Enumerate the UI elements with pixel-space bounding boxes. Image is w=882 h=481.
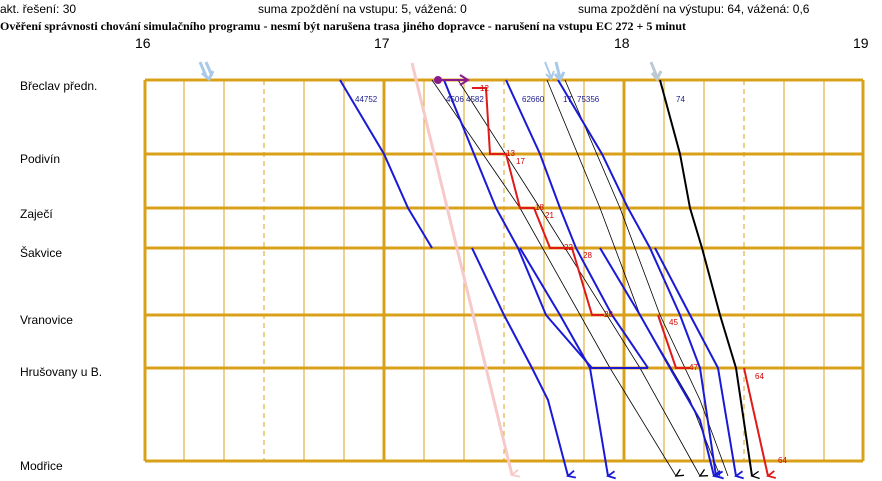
station-label: Podivín xyxy=(20,152,60,166)
station-label: Šakvice xyxy=(20,245,62,260)
delay-label: 13 xyxy=(506,149,515,158)
delay-label: 22 xyxy=(564,243,573,252)
train-path-4506 xyxy=(443,79,648,369)
hour-label-19: 19 xyxy=(853,35,869,51)
train-number: 75356 xyxy=(577,95,600,104)
delay-label: 64 xyxy=(755,372,764,381)
train-path-74 xyxy=(659,79,760,480)
hour-label-16: 16 xyxy=(135,35,151,51)
station-label: Zaječí xyxy=(20,207,53,221)
delay-label: 18 xyxy=(535,203,544,212)
hour-label-17: 17 xyxy=(374,35,390,51)
diagram-title: Ověření správnosti chování simulačního p… xyxy=(0,19,687,33)
station-label: Modřice xyxy=(20,459,63,473)
input-delay-sum-label: suma zpoždění na vstupu: 5, vážená: 0 xyxy=(258,2,467,16)
delay-label: 21 xyxy=(545,211,554,220)
train-path-75356 xyxy=(654,247,736,476)
delay-label: 45 xyxy=(669,318,678,327)
station-label: Vranovice xyxy=(20,313,73,327)
station-label: Břeclav předn. xyxy=(20,79,97,93)
delay-start-marker xyxy=(434,74,470,86)
regular-train-paths xyxy=(339,79,736,476)
train-path-4582 xyxy=(471,247,568,476)
delay-label: 12 xyxy=(480,84,489,93)
station-label: Hrušovany u B. xyxy=(20,365,102,379)
delay-label: 17 xyxy=(516,157,525,166)
delay-label: 28 xyxy=(604,310,613,319)
train-number: 4582 xyxy=(466,95,484,104)
train-number: 17 xyxy=(563,95,572,104)
delayed-train-path xyxy=(472,87,768,476)
delay-label: 28 xyxy=(583,251,592,260)
faded-train-path xyxy=(410,62,512,475)
train-number: 44752 xyxy=(355,95,378,104)
delay-label: 64 xyxy=(778,456,787,465)
train-path-62660 xyxy=(557,79,716,476)
input-arrows xyxy=(198,61,663,83)
train-path-44752 xyxy=(339,79,433,249)
train-number: 62660 xyxy=(522,95,545,104)
grid-half-hour xyxy=(263,80,745,461)
hour-label-18: 18 xyxy=(614,35,630,51)
train-number: 4506 xyxy=(446,95,464,104)
current-solution-label: akt. řešení: 30 xyxy=(0,2,77,16)
delay-label: 47 xyxy=(689,363,698,372)
train-number: 74 xyxy=(676,95,685,104)
output-delay-sum-label: suma zpoždění na výstupu: 64, vážená: 0,… xyxy=(578,2,810,16)
